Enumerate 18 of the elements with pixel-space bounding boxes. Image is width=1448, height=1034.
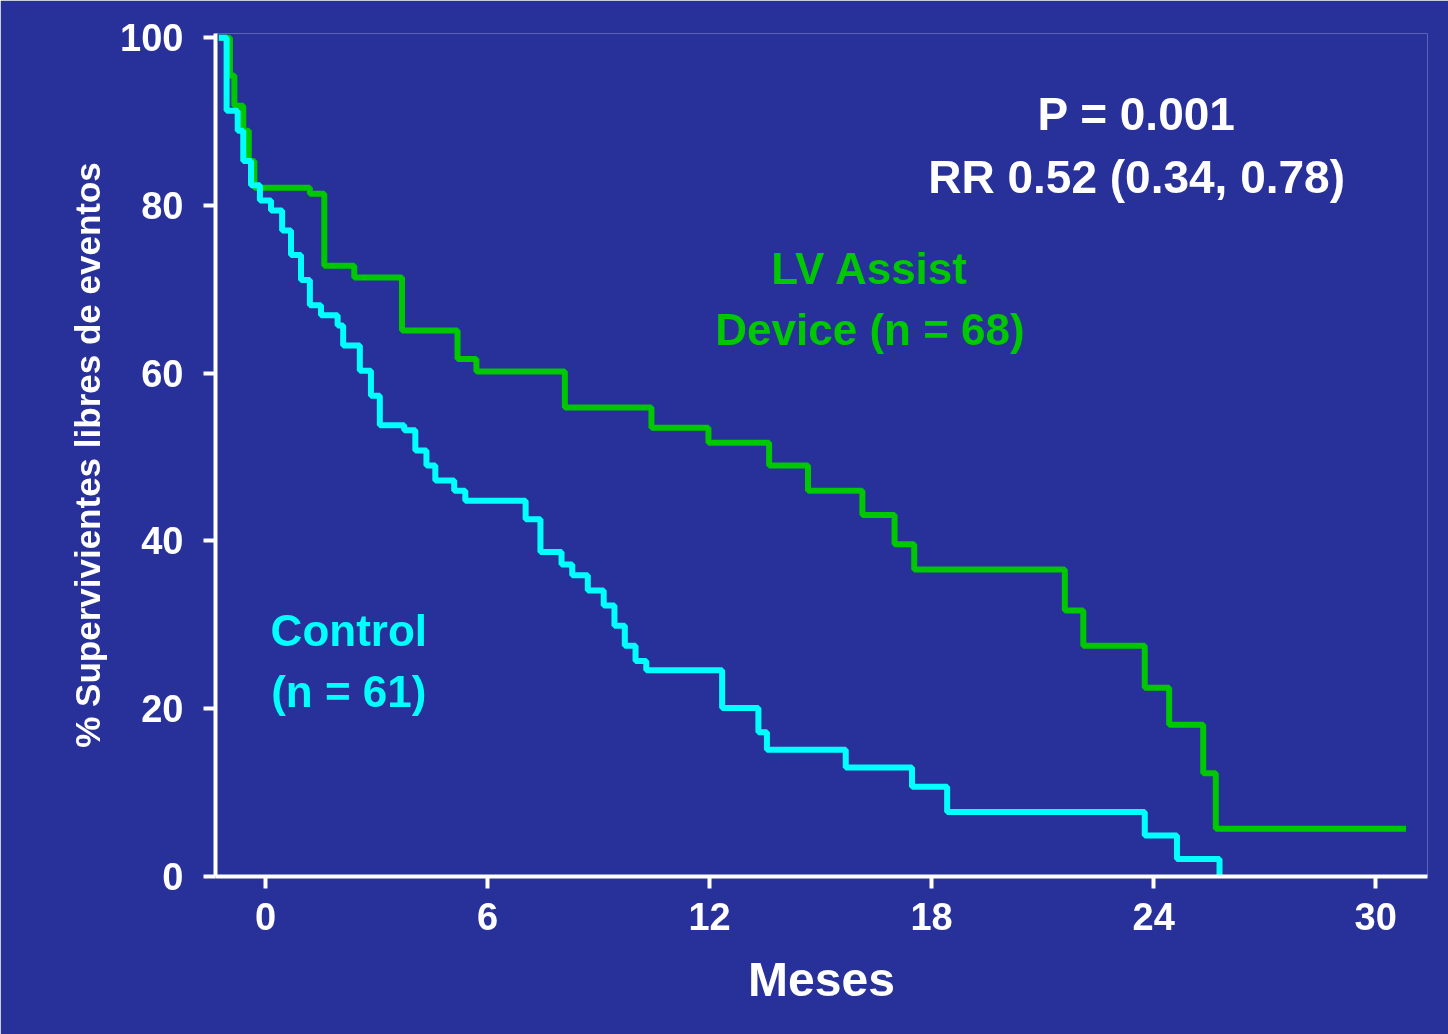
y-axis-title: % Supervivientes libres de eventos [68, 162, 108, 748]
annotation: RR 0.52 (0.34, 0.78) [928, 150, 1346, 203]
y-tick-label: 100 [120, 17, 184, 60]
y-tick-label: 80 [141, 184, 184, 227]
x-tick-label: 30 [1354, 895, 1397, 938]
x-tick-label: 18 [910, 895, 953, 938]
x-tick-label: 0 [254, 895, 277, 938]
y-tick-label: 40 [141, 520, 184, 563]
y-tick-label: 60 [141, 352, 184, 395]
y-tick-label: 0 [162, 856, 184, 898]
y-tick-label: 20 [141, 688, 184, 731]
x-tick-label: 24 [1132, 895, 1175, 938]
text: Control (n = 61) [270, 606, 428, 717]
series-label: LV Assist Device (n = 68) [715, 243, 1025, 354]
annotation: P = 0.001 [1037, 87, 1235, 140]
x-tick-label: 6 [476, 895, 499, 938]
x-axis-title: Meses [748, 952, 895, 1006]
x-tick-label: 12 [688, 895, 731, 938]
